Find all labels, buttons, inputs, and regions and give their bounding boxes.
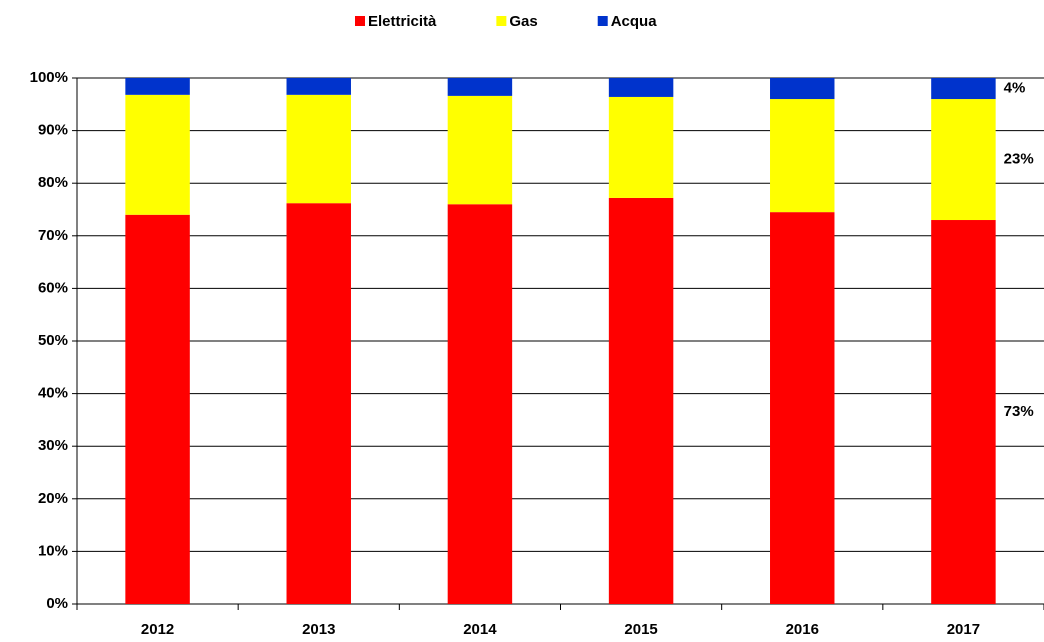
y-tick-label: 50% (38, 332, 68, 349)
legend-swatch (597, 16, 608, 26)
bar-segment (931, 220, 996, 604)
bar-segment (770, 78, 835, 100)
bar-segment (608, 78, 674, 97)
legend-label: Elettricità (368, 13, 437, 30)
y-tick-label: 20% (38, 490, 68, 507)
y-tick-label: 0% (46, 595, 68, 612)
bar-segment (931, 99, 996, 221)
bar-segment (931, 78, 996, 100)
bar-segment (608, 96, 674, 198)
bar-segment (447, 78, 513, 96)
y-tick-label: 40% (38, 385, 68, 402)
x-tick-label: 2015 (624, 621, 657, 638)
y-tick-label: 70% (38, 227, 68, 244)
y-tick-label: 80% (38, 174, 68, 191)
data-label: 23% (1004, 150, 1034, 167)
bar-segment (286, 94, 351, 204)
x-tick-label: 2013 (302, 621, 335, 638)
y-tick-label: 90% (38, 122, 68, 139)
bar-segment (770, 99, 835, 213)
legend-label: Acqua (611, 13, 658, 30)
y-tick-label: 30% (38, 437, 68, 454)
bar-segment (608, 197, 674, 605)
legend-swatch (496, 16, 507, 26)
bar-segment (125, 78, 190, 95)
data-label: 73% (1004, 403, 1034, 420)
data-label: 4% (1004, 79, 1026, 96)
y-tick-label: 10% (38, 542, 68, 559)
x-tick-label: 2012 (141, 621, 174, 638)
y-tick-label: 60% (38, 279, 68, 296)
bar-segment (125, 94, 190, 215)
x-tick-label: 2014 (463, 621, 497, 638)
legend-label: Gas (509, 13, 537, 30)
y-tick-label: 100% (30, 69, 68, 86)
bar-segment (770, 212, 835, 604)
legend-swatch (355, 16, 365, 26)
bar-segment (125, 214, 190, 604)
x-tick-label: 2016 (786, 621, 819, 638)
x-tick-label: 2017 (947, 621, 980, 638)
bar-segment (286, 78, 351, 95)
bar-segment (286, 203, 351, 605)
bar-segment (447, 204, 513, 605)
bar-segment (447, 95, 513, 205)
